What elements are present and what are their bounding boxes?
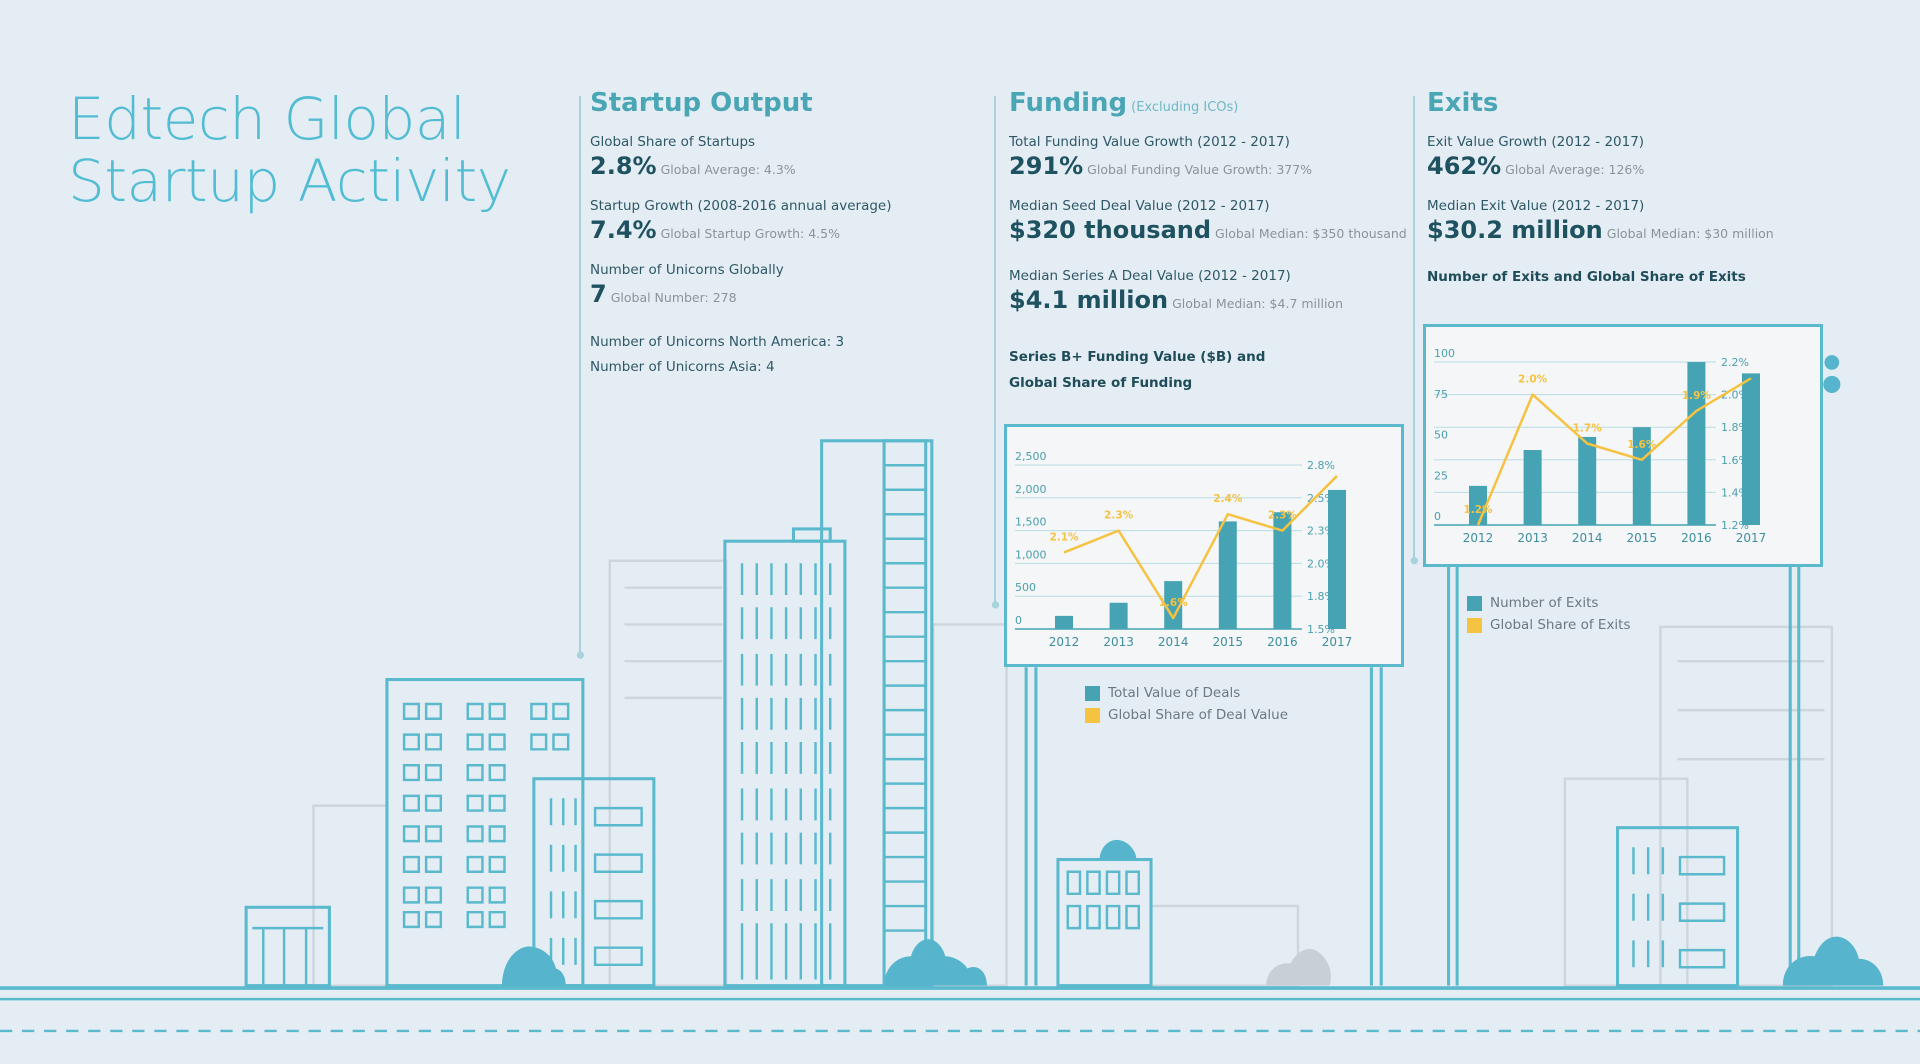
stat: Global Share of Startups 2.8% Global Aver… — [590, 134, 796, 180]
chart-title: Series B+ Funding Value ($B) and Global … — [1009, 349, 1266, 391]
right-axis-tick-label: 1.6% — [1721, 454, 1749, 467]
data-label: 1.6% — [1159, 597, 1189, 609]
right-axis-tick-label: 2.2% — [1721, 356, 1749, 369]
stat: Number of Unicorns Globally 7 Global Numb… — [590, 262, 784, 308]
divider — [994, 96, 996, 606]
right-axis-tick-label: 2.8% — [1307, 459, 1335, 472]
x-axis-tick-label: 2017 — [1736, 531, 1767, 545]
section-heading: Startup Output — [590, 88, 813, 118]
bar — [1687, 362, 1706, 525]
bar — [1578, 436, 1597, 525]
x-axis-tick-label: 2013 — [1517, 531, 1548, 545]
bar — [1328, 489, 1346, 629]
legend-swatch-line — [1085, 707, 1100, 723]
x-axis-tick-label: 2012 — [1049, 635, 1080, 649]
right-axis-tick-label: 1.8% — [1721, 421, 1749, 434]
stat: Startup Growth (2008-2016 annual average… — [590, 198, 892, 244]
funding-chart: 1.5% 1.8% 2.0% 2.3% 2.5% 2.8% 0 500 1,000 1,500 2,… — [1004, 424, 1404, 667]
divider — [1413, 96, 1415, 561]
stat: Median Seed Deal Value (2012 - 2017) $32… — [1009, 198, 1407, 244]
stat: Median Exit Value (2012 - 2017) $30.2 mi… — [1427, 198, 1774, 244]
data-label: 2.3% — [1268, 510, 1298, 522]
legend-item: Number of Exits — [1467, 592, 1631, 614]
right-axis-tick-label: 2.0% — [1307, 557, 1335, 570]
left-axis-tick-label: 0 — [1434, 510, 1441, 523]
bar — [1273, 512, 1292, 629]
data-label: 2.1% — [1049, 531, 1079, 543]
exits-chart-legend: Number of Exits Global Share of Exits — [1467, 592, 1631, 636]
line-series — [1063, 475, 1338, 620]
data-label: 2.3% — [1104, 510, 1134, 522]
bar — [1055, 615, 1073, 629]
data-label: 2.4% — [1213, 493, 1243, 505]
data-label: 1.9% — [1682, 390, 1712, 402]
data-label: 1.6% — [1627, 439, 1657, 451]
exits-chart: 1.2% 1.4% 1.6% 1.8% 2.0% 2.2% 0 25 50 75 100 2012 20… — [1423, 324, 1823, 567]
left-axis-tick-label: 50 — [1434, 429, 1448, 442]
left-axis-tick-label: 1,500 — [1015, 516, 1047, 529]
legend-swatch-line — [1467, 617, 1482, 633]
left-axis-tick-label: 2,000 — [1015, 483, 1047, 496]
x-axis-tick-label: 2017 — [1322, 635, 1353, 649]
right-axis-tick-label: 2.5% — [1307, 492, 1335, 505]
x-axis-tick-label: 2015 — [1627, 531, 1658, 545]
exits-chart-svg: 1.2% 1.4% 1.6% 1.8% 2.0% 2.2% 0 25 50 75 100 2012 20… — [1434, 347, 1767, 545]
x-axis-tick-label: 2012 — [1463, 531, 1494, 545]
unicorns-north-america: Number of Unicorns North America: 3 — [590, 334, 845, 350]
left-axis-tick-label: 75 — [1434, 388, 1448, 401]
stat: Exit Value Growth (2012 - 2017) 462% Glob… — [1427, 134, 1645, 180]
data-label: 2.0% — [1518, 374, 1548, 386]
unicorns-asia: Number of Unicorns Asia: 4 — [590, 359, 775, 375]
funding-section: Funding (Excluding ICOs) Total Funding Va… — [1009, 88, 1419, 396]
data-label: 1.7% — [1573, 423, 1603, 435]
stat: Median Series A Deal Value (2012 - 2017)… — [1009, 268, 1344, 314]
left-axis-tick-label: 100 — [1434, 347, 1455, 360]
left-axis-tick-label: 2,500 — [1015, 450, 1047, 463]
stat: Total Funding Value Growth (2012 - 2017)… — [1009, 134, 1313, 180]
exits-section: Exits Exit Value Growth (2012 - 2017) 46… — [1427, 88, 1837, 290]
data-label: 1.2% — [1463, 504, 1493, 516]
bar — [1742, 373, 1760, 525]
legend-item: Total Value of Deals — [1085, 682, 1288, 704]
section-heading: Funding (Excluding ICOs) — [1009, 88, 1239, 118]
line-series — [1476, 377, 1752, 526]
x-axis-tick-label: 2016 — [1267, 635, 1298, 649]
section-heading: Exits — [1427, 88, 1499, 118]
right-axis-tick-label: 1.5% — [1307, 623, 1335, 636]
left-axis-tick-label: 25 — [1434, 469, 1448, 482]
left-axis-tick-label: 500 — [1015, 581, 1036, 594]
right-axis-tick-label: 1.8% — [1307, 590, 1335, 603]
legend-item: Global Share of Deal Value — [1085, 704, 1288, 726]
legend-item: Global Share of Exits — [1467, 614, 1631, 636]
legend-swatch-bar — [1467, 595, 1482, 611]
bar — [1523, 450, 1542, 525]
bar — [1218, 521, 1237, 629]
x-axis-tick-label: 2016 — [1681, 531, 1712, 545]
page-title: Edtech Global Startup Activity — [68, 85, 511, 215]
bar — [1164, 581, 1183, 629]
x-axis-tick-label: 2014 — [1158, 635, 1189, 649]
left-axis-tick-label: 1,000 — [1015, 548, 1047, 561]
funding-chart-legend: Total Value of Deals Global Share of Dea… — [1085, 682, 1288, 726]
bar — [1632, 427, 1651, 525]
divider — [579, 96, 581, 656]
right-axis-tick-label: 1.4% — [1721, 486, 1749, 499]
right-axis-tick-label: 2.3% — [1307, 525, 1335, 538]
x-axis-tick-label: 2013 — [1103, 635, 1134, 649]
startup-output-section: Startup Output Global Share of Startups … — [590, 88, 1000, 380]
legend-swatch-bar — [1085, 685, 1100, 701]
x-axis-tick-label: 2014 — [1572, 531, 1603, 545]
right-axis-tick-label: 1.2% — [1721, 519, 1749, 532]
funding-chart-svg: 1.5% 1.8% 2.0% 2.3% 2.5% 2.8% 0 500 1,000 1,500 2,… — [1015, 450, 1353, 649]
x-axis-tick-label: 2015 — [1213, 635, 1244, 649]
chart-title: Number of Exits and Global Share of Exit… — [1427, 269, 1746, 285]
bar — [1109, 602, 1128, 629]
left-axis-tick-label: 0 — [1015, 614, 1022, 627]
